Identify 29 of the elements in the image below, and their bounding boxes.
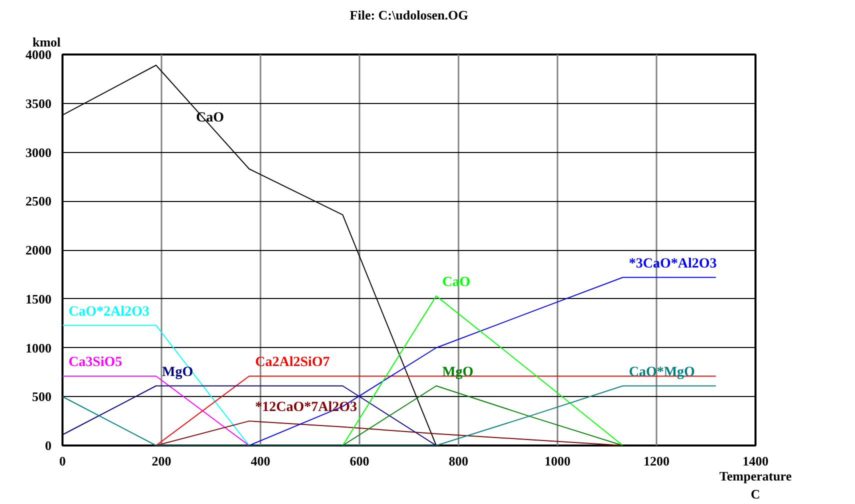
line-series bbox=[62, 385, 716, 446]
x-axis-title: Temperature C bbox=[719, 468, 792, 502]
y-tick-label: 500 bbox=[32, 389, 52, 404]
series-label: CaO bbox=[442, 274, 470, 290]
y-tick-label: 2500 bbox=[26, 194, 52, 209]
y-tick-label: 3500 bbox=[26, 96, 52, 111]
line-series bbox=[248, 276, 716, 446]
y-tick-label: 0 bbox=[45, 438, 52, 453]
x-tick-label: 0 bbox=[59, 454, 66, 468]
y-tick-label: 2000 bbox=[26, 242, 52, 258]
line-series bbox=[156, 420, 624, 446]
x-tick-label: 1000 bbox=[544, 454, 570, 468]
y-tick-label: 1000 bbox=[26, 340, 52, 356]
y-tick-label: 1500 bbox=[26, 291, 52, 306]
series-label: Ca3SiO5 bbox=[68, 355, 122, 370]
chart-title: File: C:\udolosen.OG bbox=[350, 8, 468, 22]
y-tick-label: 4000 bbox=[26, 47, 52, 62]
series-label: Ca2Al2SiO7 bbox=[255, 355, 330, 370]
x-tick-label: 800 bbox=[448, 454, 468, 468]
x-tick-label: 1400 bbox=[742, 454, 768, 468]
y-tick-label: 3000 bbox=[26, 144, 52, 160]
series-label: *3CaO*Al2O3 bbox=[628, 256, 717, 272]
x-tick-label: 200 bbox=[152, 454, 172, 468]
x-tick-label: 400 bbox=[250, 454, 270, 468]
y-axis-title: kmol bbox=[32, 34, 62, 50]
series-label: MgO bbox=[162, 364, 194, 380]
x-tick-label: 1200 bbox=[644, 454, 670, 468]
series-label: CaO*2Al2O3 bbox=[68, 304, 150, 320]
x-tick-label: 600 bbox=[350, 454, 370, 468]
